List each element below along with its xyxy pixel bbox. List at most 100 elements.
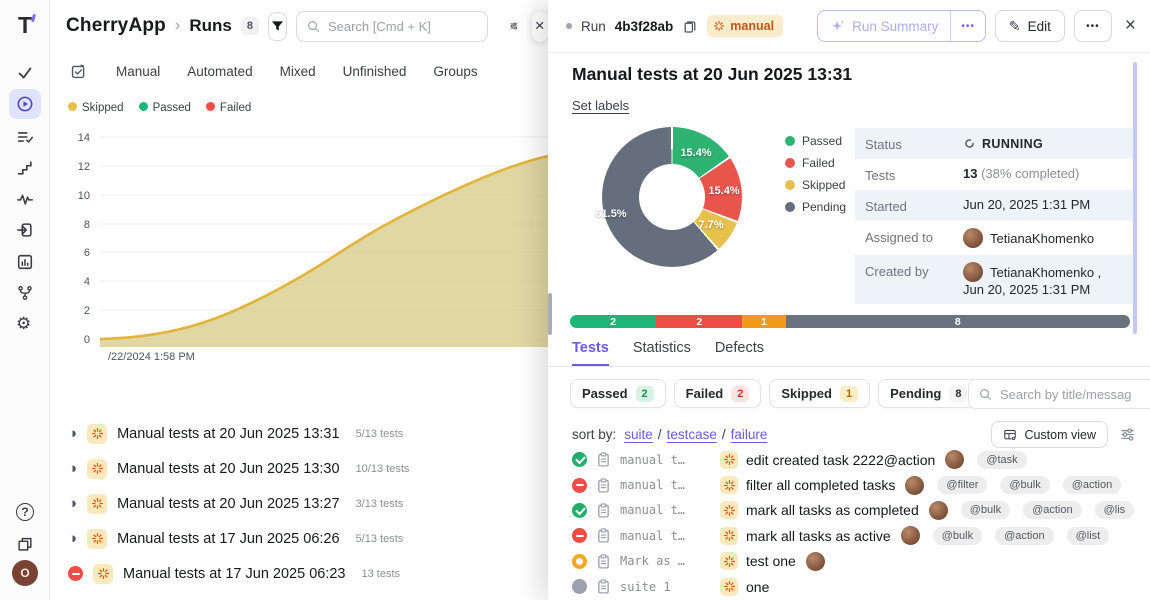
test-row[interactable]: Mark as … test one: [548, 549, 1150, 574]
progress-pending: 8: [785, 315, 1130, 328]
test-row[interactable]: manual t… mark all tasks as active @bulk…: [548, 523, 1150, 548]
settings-gear-icon[interactable]: ⚙: [16, 314, 32, 333]
runs-play-icon[interactable]: [9, 89, 41, 119]
more-actions-button[interactable]: •••: [1073, 10, 1112, 42]
tab-unfinished[interactable]: Unfinished: [342, 63, 407, 79]
checklist-icon[interactable]: [16, 128, 34, 146]
check-icon[interactable]: [16, 64, 34, 82]
close-icon: ×: [1124, 15, 1136, 36]
tune-icon[interactable]: [1119, 426, 1136, 443]
area-stroke: [99, 154, 548, 341]
svg-text:10: 10: [78, 190, 90, 202]
close-icon: ×: [534, 16, 545, 35]
info-row-created: Created by TetianaKhomenko , Jun 20, 202…: [855, 255, 1133, 304]
select-all-icon[interactable]: [70, 63, 87, 80]
test-row[interactable]: suite 1 one: [548, 574, 1150, 599]
legend-failed: Failed: [205, 102, 251, 114]
tab-mixed[interactable]: Mixed: [279, 63, 316, 79]
copy-icon[interactable]: [682, 18, 698, 34]
runs-search-input[interactable]: [327, 18, 478, 34]
donut-label-skipped: 7.7%: [698, 219, 724, 231]
test-title: mark all tasks as active: [746, 527, 891, 544]
search-icon: [307, 20, 319, 32]
custom-view-button[interactable]: Custom view: [991, 421, 1108, 448]
scrollbar-thumb[interactable]: [1133, 62, 1137, 334]
test-row[interactable]: manual t… filter all completed tasks @fi…: [548, 472, 1150, 497]
area-chart-svg: 14 12 10 8 6 4 2 0: [78, 132, 548, 347]
suite-name: suite 1: [620, 579, 671, 594]
tab-manual[interactable]: Manual: [116, 63, 161, 79]
pencil-icon: ✎: [1008, 17, 1021, 34]
info-row-status: Status RUNNING: [855, 128, 1133, 159]
test-tag: @action: [995, 526, 1054, 545]
in-progress-icon: ◑: [68, 529, 78, 547]
sort-link-failure[interactable]: failure: [730, 427, 768, 442]
panel-resize-handle[interactable]: [548, 293, 552, 335]
run-list-item[interactable]: ◑ Manual tests at 20 Jun 2025 13:30 10/1…: [50, 451, 548, 486]
panel-close-button[interactable]: ×: [531, 10, 548, 42]
legend-dot-skipped: [785, 180, 795, 190]
steps-icon[interactable]: [16, 159, 34, 177]
test-row[interactable]: manual t… mark all tasks as completed @b…: [548, 498, 1150, 523]
run-meta: 5/13 tests: [355, 532, 404, 545]
in-progress-icon: ◑: [68, 494, 78, 512]
report-icon[interactable]: [16, 253, 34, 271]
import-icon[interactable]: [16, 221, 34, 239]
runs-search[interactable]: [295, 10, 488, 42]
chip-passed[interactable]: Passed 2: [570, 379, 666, 408]
area-fill: [100, 156, 548, 347]
run-detail-title: Manual tests at 20 Jun 2025 13:31: [572, 64, 853, 84]
manual-test-icon: [720, 577, 738, 596]
help-icon[interactable]: ?: [16, 503, 34, 521]
runs-count-badge: 8: [240, 17, 259, 35]
tab-statistics[interactable]: Statistics: [632, 340, 691, 356]
run-list-item[interactable]: Manual tests at 17 Jun 2025 06:23 13 tes…: [50, 556, 548, 591]
filter-button[interactable]: [267, 11, 287, 41]
chip-pending[interactable]: Pending 8: [878, 379, 980, 408]
breadcrumb-section[interactable]: Runs: [189, 16, 232, 35]
testcase-icon: [598, 579, 609, 594]
tab-defects[interactable]: Defects: [714, 340, 764, 356]
set-labels-link[interactable]: Set labels: [572, 98, 630, 113]
activity-icon[interactable]: [16, 190, 34, 208]
sort-link-suite[interactable]: suite: [624, 427, 653, 442]
chip-passed-count: 2: [635, 385, 654, 402]
test-row[interactable]: manual t… edit created task 2222@action …: [548, 447, 1150, 472]
runs-panel: CherryApp › Runs 8 × Manual Automated Mi…: [50, 0, 548, 600]
edit-button[interactable]: ✎ Edit: [994, 10, 1065, 42]
user-avatar[interactable]: O: [12, 560, 38, 586]
tab-automated[interactable]: Automated: [187, 63, 253, 79]
run-list-item[interactable]: ◑ Manual tests at 20 Jun 2025 13:31 5/13…: [50, 416, 548, 451]
manual-run-icon: [87, 528, 108, 549]
manual-run-icon: [87, 458, 108, 479]
run-summary-button[interactable]: Run Summary •••: [817, 10, 986, 42]
failed-status-icon: [68, 566, 83, 581]
run-summary-more-button[interactable]: •••: [950, 11, 985, 41]
sort-link-testcase[interactable]: testcase: [666, 427, 717, 442]
chip-skipped[interactable]: Skipped 1: [769, 379, 871, 408]
branch-icon[interactable]: [16, 284, 34, 302]
library-icon[interactable]: [16, 535, 34, 553]
app-logo[interactable]: T: [0, 12, 50, 39]
run-meta: 3/13 tests: [355, 497, 404, 510]
run-title: Manual tests at 20 Jun 2025 13:27: [117, 495, 340, 512]
tab-groups[interactable]: Groups: [433, 63, 478, 79]
close-detail-button[interactable]: ×: [1125, 15, 1136, 37]
x-axis-label: /22/2024 1:58 PM: [108, 351, 195, 363]
manual-type-badge: manual: [707, 15, 784, 37]
run-list-item[interactable]: ◑ Manual tests at 17 Jun 2025 06:26 5/13…: [50, 521, 548, 556]
chip-failed[interactable]: Failed 2: [673, 379, 762, 408]
manual-test-icon: [720, 476, 738, 495]
run-id: 4b3f28ab: [614, 18, 674, 34]
tests-search[interactable]: [968, 379, 1150, 409]
tab-tests[interactable]: Tests: [572, 340, 609, 366]
info-row-assigned: Assigned to TetianaKhomenko: [855, 221, 1133, 255]
donut-legend: Passed Failed Skipped Pending: [785, 134, 846, 214]
run-info-table: Status RUNNING Tests 13 (38% completed) …: [855, 128, 1133, 304]
tests-search-input[interactable]: [1000, 386, 1140, 402]
run-list-item[interactable]: ◑ Manual tests at 20 Jun 2025 13:27 3/13…: [50, 486, 548, 521]
passed-status-icon: [572, 452, 587, 468]
tune-icon[interactable]: [509, 17, 519, 35]
manual-run-icon: [87, 493, 108, 514]
